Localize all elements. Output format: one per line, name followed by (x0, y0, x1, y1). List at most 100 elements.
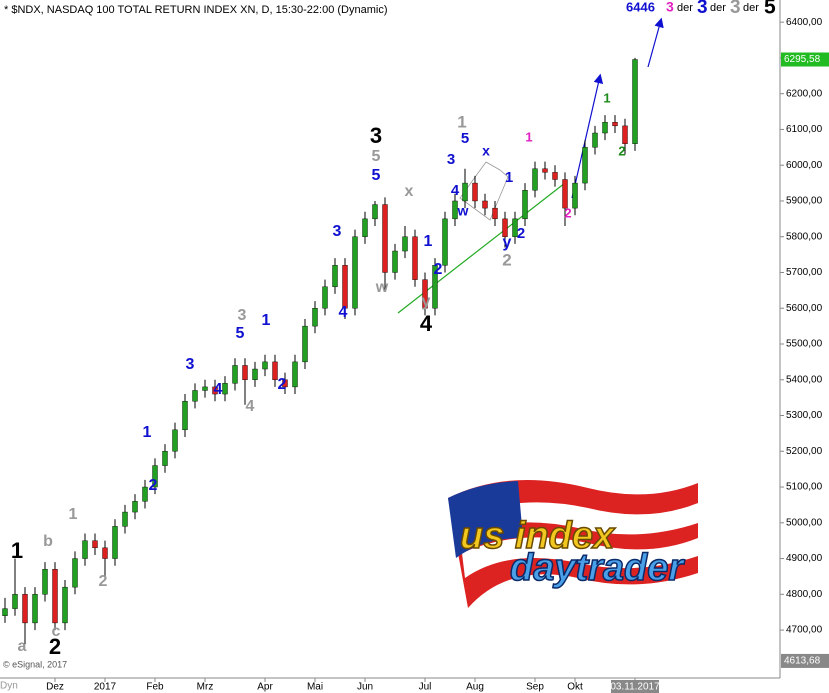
x-tick-label: Dez (46, 682, 64, 693)
date-box (611, 680, 659, 693)
wave-label: 5 (236, 325, 245, 342)
wave-label: 1 (457, 112, 466, 131)
candle-body (232, 365, 238, 384)
price-box (781, 52, 829, 67)
candle-body (372, 204, 378, 220)
wave-label: 2 (434, 261, 443, 278)
candle-body (272, 361, 278, 380)
y-tick-label: 6000,00 (786, 160, 823, 171)
candle-body (72, 558, 78, 588)
y-tick-label: 4900,00 (786, 553, 823, 564)
wave-label: 4 (246, 398, 255, 415)
candle-body (462, 182, 468, 202)
wave-label: 2 (502, 250, 511, 269)
y-tick-label: 5900,00 (786, 196, 823, 207)
candle-body (282, 379, 288, 388)
target-note: der (743, 2, 759, 14)
wave-label: w (375, 279, 389, 296)
candle-body (102, 547, 108, 559)
x-tick-label: Apr (257, 682, 273, 693)
target-note: 6446 (626, 0, 655, 14)
candle-body (2, 608, 8, 616)
candle-body (42, 569, 48, 595)
candle-body (302, 325, 308, 363)
candle-body (542, 168, 548, 173)
wave-label: 2 (278, 376, 287, 393)
wave-label: 4 (214, 381, 223, 398)
target-note: der (710, 2, 726, 14)
candle-body (222, 383, 228, 395)
candle-body (202, 386, 208, 391)
target-note: 3 (666, 0, 674, 15)
wave-label: 2 (49, 634, 61, 659)
candle-body (92, 540, 98, 549)
target-note: 5 (764, 0, 776, 19)
candle-body (512, 218, 518, 237)
candle-body (632, 59, 638, 144)
candle-body (22, 594, 28, 624)
candle-body (142, 486, 148, 502)
x-tick-label: Jun (357, 682, 373, 693)
target-note: 3 (730, 0, 741, 18)
candle-body (432, 265, 438, 309)
target-note: der (677, 2, 693, 14)
candle-body (562, 179, 568, 209)
candle-body (612, 122, 618, 127)
y-tick-label: 4800,00 (786, 589, 823, 600)
x-tick-label: Jul (419, 682, 432, 693)
wave-label: 3 (186, 356, 195, 373)
copyright: © eSignal, 2017 (3, 659, 67, 669)
wave-label: 1 (505, 169, 513, 186)
candle-body (82, 540, 88, 559)
candle-body (482, 200, 488, 209)
candle-body (602, 122, 608, 134)
wave-label: 1 (262, 312, 271, 329)
y-tick-label: 5200,00 (786, 446, 823, 457)
x-tick-label: Mai (307, 682, 323, 693)
logo: us index daytrader (448, 480, 698, 608)
wave-label: 2 (517, 225, 525, 242)
candle-body (192, 390, 198, 402)
corner-label: Dyn (0, 681, 18, 692)
y-tick-label: 5400,00 (786, 374, 823, 385)
x-tick-label: Aug (466, 682, 484, 693)
wave-label: 1 (603, 90, 610, 105)
y-tick-label: 5000,00 (786, 517, 823, 528)
x-tick-label: 2017 (94, 682, 117, 693)
candle-body (532, 168, 538, 191)
wave-label: x (482, 143, 490, 159)
candle-body (32, 594, 38, 624)
candle-body (402, 236, 408, 252)
logo-text: daytrader (510, 547, 685, 589)
candle-body (582, 147, 588, 184)
y-tick-label: 6100,00 (786, 124, 823, 135)
logo-text: us index (460, 515, 616, 557)
candle-body (592, 132, 598, 148)
candle-body (422, 279, 428, 309)
x-tick-label: Mrz (197, 682, 214, 693)
wave-label: 4 (451, 182, 460, 199)
target-note: 3 (697, 0, 708, 18)
wave-label: c (52, 623, 61, 640)
candle-body (552, 172, 558, 180)
candle-body (472, 182, 478, 202)
y-tick-label: 5800,00 (786, 231, 823, 242)
candle-body (252, 368, 258, 380)
chart-title: * $NDX, NASDAQ 100 TOTAL RETURN INDEX XN… (4, 4, 388, 16)
y-tick-label: 5300,00 (786, 410, 823, 421)
candle-body (292, 361, 298, 388)
candle-body (12, 594, 18, 609)
x-tick-label: 03.11.2017 (610, 682, 660, 693)
candle-body (112, 526, 118, 559)
candle-body (52, 569, 58, 624)
candle-body (352, 236, 358, 309)
y-tick-label: 5700,00 (786, 267, 823, 278)
price-box (781, 653, 829, 668)
candle-body (242, 365, 248, 380)
candle-body (572, 182, 578, 209)
y-tick-label: 5600,00 (786, 303, 823, 314)
wave-label: 1 (143, 424, 152, 441)
flag-canton (448, 481, 523, 558)
wave-label: b (43, 533, 53, 550)
